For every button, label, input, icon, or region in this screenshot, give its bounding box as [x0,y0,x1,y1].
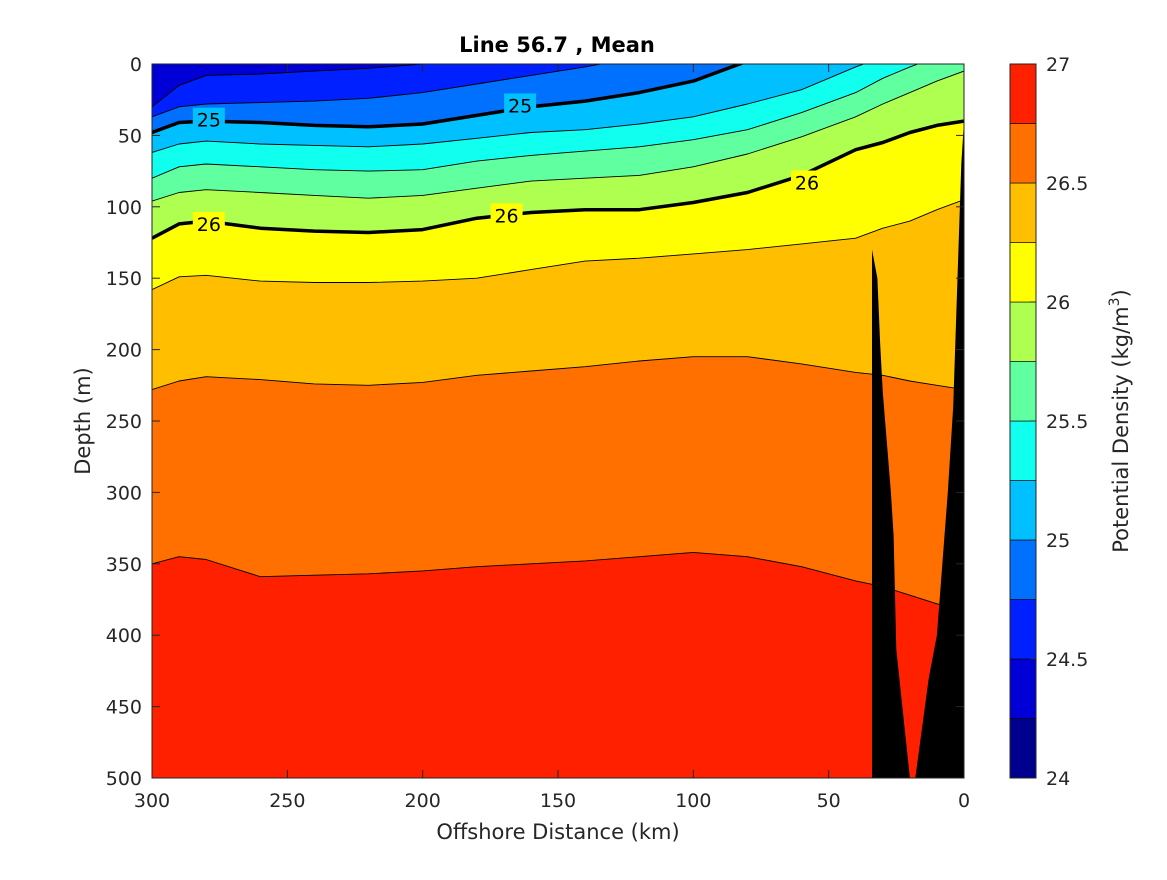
bathymetry [872,121,964,778]
y-tick-label: 50 [118,125,142,147]
colorbar-label: Potential Density (kg/m3) [1107,289,1133,553]
y-tick-label: 0 [130,54,142,76]
contour-label-2: 26 [192,211,225,236]
colorbar-segment [1009,361,1037,422]
contour-label-bg [791,170,824,195]
isopycnal-26.5 [152,356,964,391]
colorbar-tick-label: 26 [1046,292,1070,314]
contour-label-bg [490,203,523,228]
y-tick-label: 200 [106,340,142,362]
y-axis-label: Depth (m) [71,367,95,474]
y-tick-label: 450 [106,697,142,719]
isopycnal-25 [152,64,745,135]
colorbar-tick-label: 25 [1046,530,1070,552]
y-tick-label: 400 [106,625,142,647]
contour-label-4: 26 [791,170,824,195]
colorbar-tick-label: 27 [1046,54,1070,76]
x-tick-label: 300 [134,790,170,812]
contour-label-bg [192,211,225,236]
contour-label-text: 25 [508,95,532,117]
x-tick-label: 150 [540,790,576,812]
contour-label-3: 26 [490,203,523,228]
colorbar-label-superscript: 3 [1107,297,1123,306]
contour-label-text: 26 [795,173,819,195]
colorbar-segment [1009,301,1037,362]
colorbar-segment [1009,420,1037,481]
x-tick-label: 100 [675,790,711,812]
colorbar-tick-label: 24.5 [1046,649,1088,671]
y-tick-label: 150 [106,268,142,290]
isopycnal-24.5 [152,64,427,108]
x-tick-label: 50 [817,790,841,812]
y-tick-label: 300 [106,482,142,504]
isopycnal-25.75 [152,70,964,202]
contour-label-1: 25 [504,93,537,118]
contour-label-bg [504,93,537,118]
x-tick-label: 0 [958,790,970,812]
contour-label-bg [192,107,225,132]
chart-title: Line 56.7 , Mean [459,33,655,57]
colorbar-segment [1009,658,1037,719]
x-tick-label: 250 [269,790,305,812]
colorbar-tick-label: 26.5 [1046,173,1088,195]
isopycnal-26.25 [152,199,964,291]
band-26.75 [152,552,964,778]
colorbar-segment [1009,123,1037,184]
colorbar-tick-label: 24 [1046,768,1070,790]
x-tick-label: 200 [405,790,441,812]
colorbar-segment [1009,539,1037,600]
contour-label-0: 25 [192,107,225,132]
colorbar-label-close: ) [1109,289,1133,297]
contour-label-text: 25 [197,110,221,132]
isopycnal-25.25 [152,64,865,153]
y-tick-label: 350 [106,554,142,576]
colorbar-segment [1009,599,1037,660]
colorbar-segment [1009,718,1037,779]
isopycnal-24.75 [152,64,604,118]
y-tick-label: 100 [106,197,142,219]
y-tick-label: 500 [106,768,142,790]
contour-label-text: 26 [197,214,221,236]
colorbar-segment [1009,242,1037,303]
contour-label-text: 26 [494,205,518,227]
colorbar-tick-label: 25.5 [1046,411,1088,433]
y-tick-label: 250 [106,411,142,433]
colorbar-segment [1009,63,1037,124]
x-axis-label: Offshore Distance (km) [436,820,679,844]
colorbar-segment [1009,182,1037,243]
colorbar-label-main: Potential Density (kg/m [1109,306,1133,552]
colorbar-segment [1009,480,1037,541]
isopycnal-25.5 [152,64,920,179]
isopycnal-26 [152,119,964,240]
